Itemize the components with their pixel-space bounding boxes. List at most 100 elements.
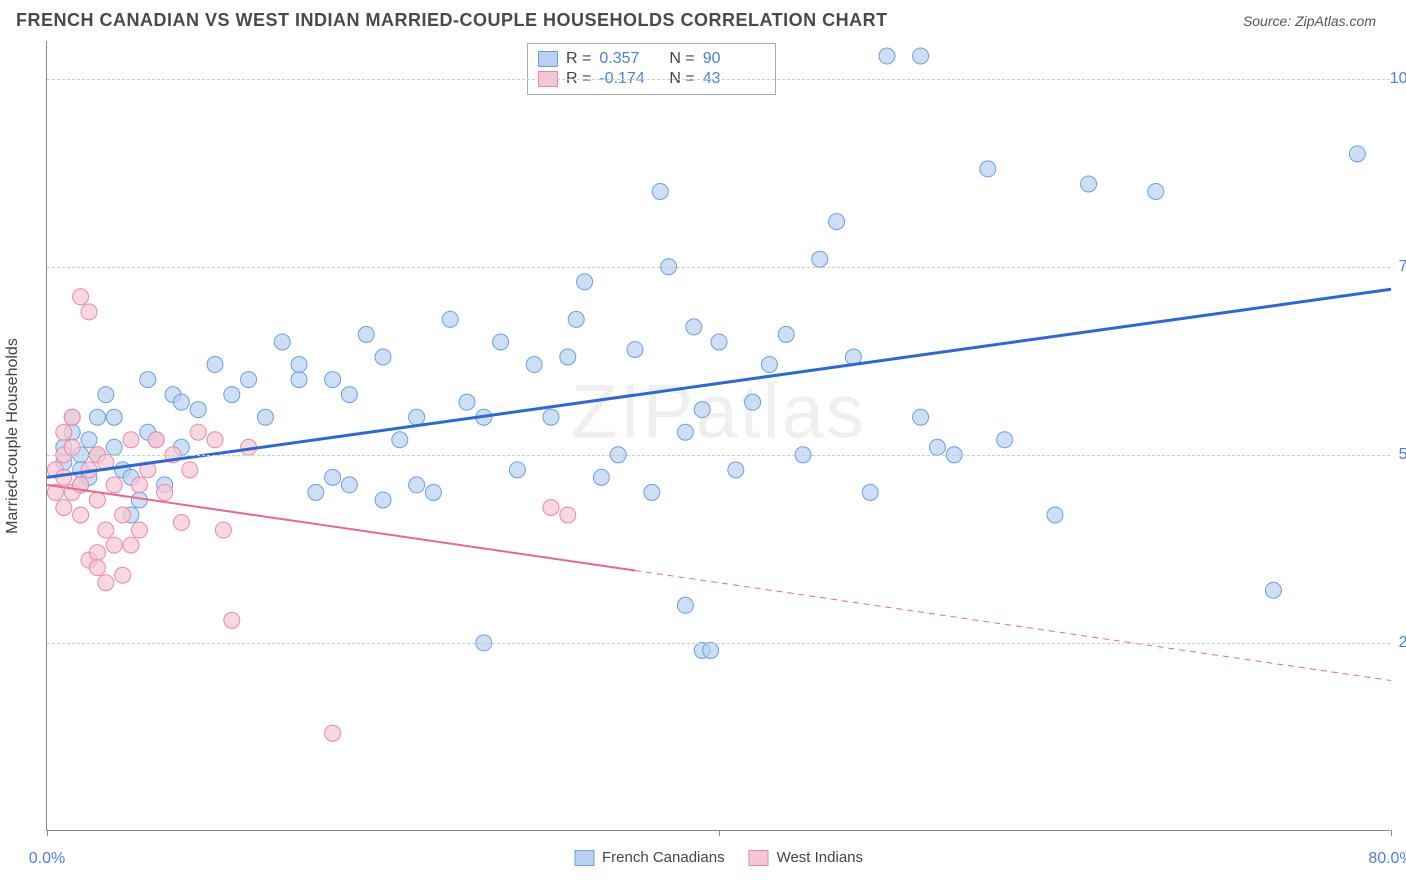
data-point [913, 409, 929, 425]
chart-title: FRENCH CANADIAN VS WEST INDIAN MARRIED-C… [16, 10, 888, 31]
x-tick-label: 80.0% [1368, 850, 1406, 868]
y-tick-label: 50.0% [1399, 446, 1406, 464]
data-point [325, 469, 341, 485]
data-point [56, 424, 72, 440]
data-point [106, 477, 122, 493]
data-point [593, 469, 609, 485]
data-point [1148, 183, 1164, 199]
data-point [98, 387, 114, 403]
data-point [409, 477, 425, 493]
data-point [358, 326, 374, 342]
data-point [997, 432, 1013, 448]
data-point [56, 499, 72, 515]
data-point [577, 274, 593, 290]
data-point [652, 183, 668, 199]
gridline-h [47, 267, 1390, 268]
data-point [291, 372, 307, 388]
data-point [157, 484, 173, 500]
data-point [560, 349, 576, 365]
data-point [291, 357, 307, 373]
data-point [308, 484, 324, 500]
data-point [761, 357, 777, 373]
gridline-h [47, 643, 1390, 644]
data-point [115, 507, 131, 523]
data-point [325, 372, 341, 388]
data-point [526, 357, 542, 373]
data-point [89, 409, 105, 425]
data-point [190, 424, 206, 440]
x-tick [47, 830, 48, 836]
data-point [677, 597, 693, 613]
data-point [131, 477, 147, 493]
data-point [392, 432, 408, 448]
data-point [409, 409, 425, 425]
gridline-h [47, 455, 1390, 456]
data-point [686, 319, 702, 335]
data-point [257, 409, 273, 425]
data-point [568, 311, 584, 327]
data-point [224, 612, 240, 628]
data-point [140, 372, 156, 388]
data-point [694, 402, 710, 418]
data-point [64, 439, 80, 455]
y-axis-label: Married-couple Households [4, 338, 22, 534]
legend-swatch-wi [749, 850, 769, 866]
data-point [89, 560, 105, 576]
data-point [64, 409, 80, 425]
data-point [1081, 176, 1097, 192]
data-point [1349, 146, 1365, 162]
data-point [913, 48, 929, 64]
legend-item-wi: West Indians [749, 849, 863, 866]
data-point [89, 492, 105, 508]
data-point [56, 469, 72, 485]
data-point [442, 311, 458, 327]
data-point [812, 251, 828, 267]
series-legend: French Canadians West Indians [574, 849, 863, 866]
data-point [190, 402, 206, 418]
data-point [131, 522, 147, 538]
data-point [73, 289, 89, 305]
data-point [703, 642, 719, 658]
data-point [81, 304, 97, 320]
data-point [106, 439, 122, 455]
data-point [862, 484, 878, 500]
data-point [677, 424, 693, 440]
data-point [728, 462, 744, 478]
data-point [745, 394, 761, 410]
data-point [543, 499, 559, 515]
legend-swatch-fc [574, 850, 594, 866]
data-point [341, 387, 357, 403]
data-point [123, 537, 139, 553]
y-tick-label: 25.0% [1399, 634, 1406, 652]
data-point [123, 432, 139, 448]
scatter-svg [47, 41, 1390, 830]
data-point [89, 545, 105, 561]
data-point [274, 334, 290, 350]
data-point [81, 432, 97, 448]
data-point [879, 48, 895, 64]
data-point [644, 484, 660, 500]
data-point [224, 387, 240, 403]
x-tick [719, 830, 720, 836]
data-point [106, 409, 122, 425]
data-point [980, 161, 996, 177]
data-point [325, 725, 341, 741]
data-point [509, 462, 525, 478]
data-point [778, 326, 794, 342]
y-tick-label: 75.0% [1399, 258, 1406, 276]
source-credit: Source: ZipAtlas.com [1243, 13, 1376, 29]
data-point [98, 522, 114, 538]
plot-area: Married-couple Households ZIPatlas R = 0… [46, 41, 1390, 831]
data-point [829, 214, 845, 230]
data-point [375, 492, 391, 508]
chart-header: FRENCH CANADIAN VS WEST INDIAN MARRIED-C… [0, 0, 1406, 37]
data-point [425, 484, 441, 500]
data-point [207, 432, 223, 448]
gridline-h [47, 79, 1390, 80]
data-point [560, 507, 576, 523]
data-point [115, 567, 131, 583]
data-point [241, 372, 257, 388]
data-point [173, 394, 189, 410]
data-point [173, 515, 189, 531]
data-point [711, 334, 727, 350]
